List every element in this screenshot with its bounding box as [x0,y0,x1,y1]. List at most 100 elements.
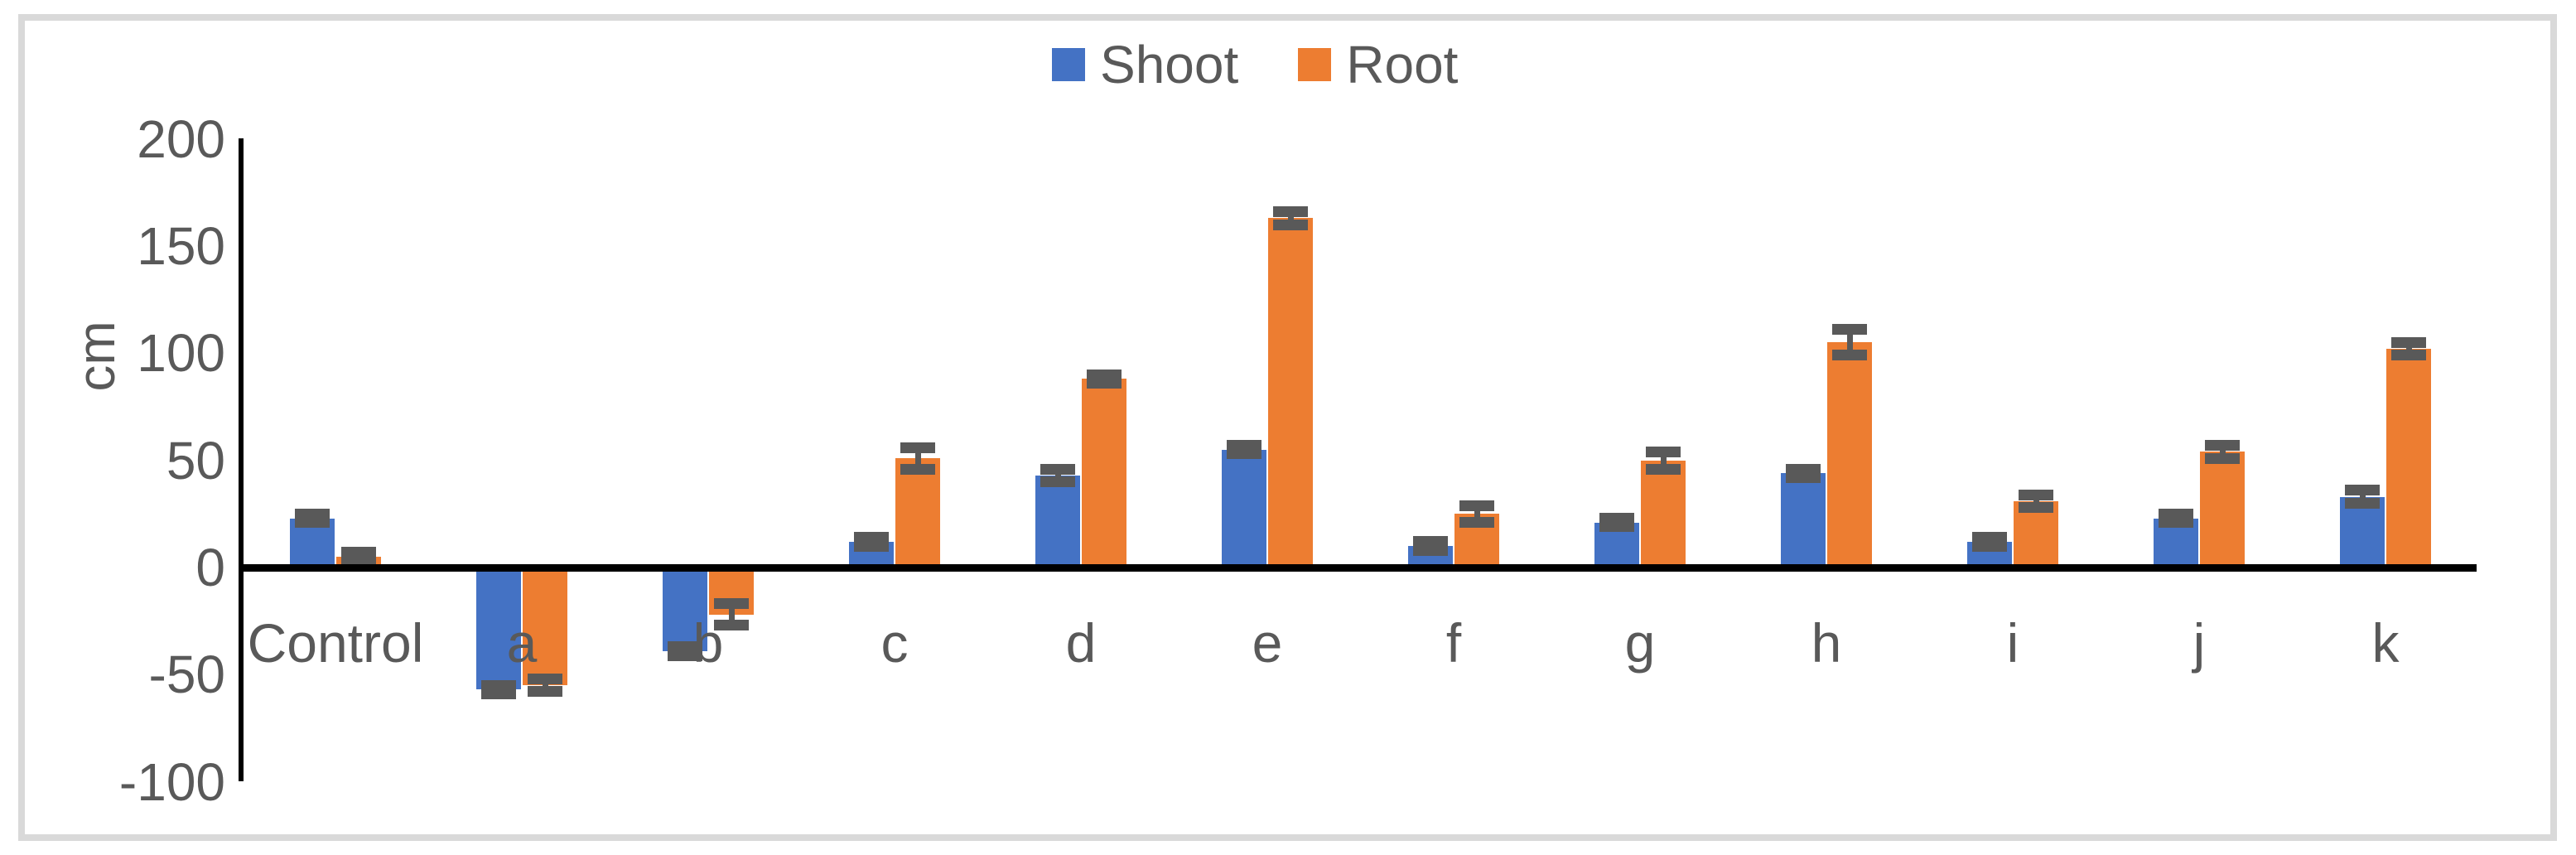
error-bar-cap [341,555,376,567]
error-bar-cap [2391,350,2426,361]
error-bar-cap [854,532,889,543]
bar-shoot-b [663,568,707,651]
error-bar-root-j [2219,445,2226,459]
error-bar-cap [2345,497,2380,509]
bar-shoot-a [476,568,521,690]
legend: Shoot Root [1052,38,1458,91]
x-category-label-b: b [692,612,724,674]
error-bar-cap [2205,440,2240,452]
error-bar-cap [2019,502,2053,514]
error-bar-root-e [1287,211,1294,225]
bar-root-k [2386,349,2431,568]
y-tick-label: -50 [148,645,226,705]
x-category-label-g: g [1624,612,1656,674]
error-bar-cap [1273,206,1308,218]
y-tick-label: 0 [195,538,225,597]
error-bar-cap [481,679,516,691]
error-bar-cap [1832,350,1867,361]
bar-shoot-e [1222,449,1266,568]
y-tick-label: 200 [137,109,225,169]
y-axis-line [239,138,244,781]
error-bar-shoot-d [1054,469,1061,482]
error-bar-cap [1972,540,2007,552]
error-bar-cap [295,517,330,529]
error-bar-cap [1087,369,1122,380]
error-bar-cap [1646,446,1681,457]
error-bar-root-h [1846,329,1853,355]
error-bar-cap [528,686,562,698]
error-bar-cap [1459,500,1494,511]
error-bar-cap [714,598,749,610]
error-bar-cap [1087,378,1122,389]
error-bar-cap [714,620,749,631]
x-category-label-c: c [880,612,909,674]
bar-root-c [895,458,940,568]
error-bar-cap [668,650,702,661]
x-category-label-control: Control [247,612,424,674]
error-bar-cap [2345,485,2380,496]
error-bar-cap [668,641,702,653]
shoot-series-swatch-icon [1052,48,1085,81]
error-bar-cap [295,508,330,519]
error-bar-root-i [2033,495,2039,508]
error-bar-cap [2159,517,2193,529]
error-bar-cap [1040,476,1075,488]
error-bar-cap [1972,532,2007,543]
x-category-label-i: i [2006,612,2019,674]
error-bar-shoot-k [2359,490,2366,504]
error-bar-cap [1413,536,1448,548]
bar-root-e [1268,218,1313,568]
legend-item-shoot: Shoot [1052,38,1238,91]
error-bar-root-c [914,447,921,470]
x-category-label-k: k [2371,612,2400,674]
error-bar-root-k [2405,342,2412,355]
error-bar-cap [2159,508,2193,519]
error-bar-cap [1832,324,1867,336]
error-bar-cap [528,673,562,684]
bar-shoot-h [1781,473,1826,568]
error-bar-root-b [728,603,735,626]
error-bar-cap [2391,336,2426,348]
error-bar-cap [341,547,376,558]
error-bar-cap [1413,544,1448,556]
legend-label-root: Root [1346,35,1459,94]
error-bar-root-g [1660,452,1667,470]
error-bar-cap [900,463,935,475]
x-category-label-h: h [1811,612,1842,674]
error-bar-cap [1786,471,1821,483]
error-bar-cap [1786,463,1821,475]
bar-root-a [523,568,567,686]
bar-root-d [1082,379,1126,568]
error-bar-cap [1040,463,1075,475]
x-category-label-d: d [1065,612,1097,674]
bar-root-j [2200,452,2245,568]
bar-root-g [1641,460,1686,568]
error-bar-root-a [542,679,548,692]
x-axis-line [239,564,2477,572]
legend-item-root: Root [1298,38,1458,91]
x-category-label-f: f [1445,612,1462,674]
error-bar-cap [1599,513,1634,524]
error-bar-cap [1599,521,1634,533]
root-series-swatch-icon [1298,48,1332,81]
error-bar-cap [1646,463,1681,475]
error-bar-root-f [1474,505,1480,523]
error-bar-cap [1273,219,1308,230]
y-tick-label: 50 [166,430,225,490]
y-tick-label: 150 [137,216,225,277]
y-tick-label: 100 [137,323,225,384]
bar-root-h [1827,342,1872,568]
x-category-label-a: a [506,612,538,674]
error-bar-cap [2019,489,2053,500]
x-category-label-e: e [1252,612,1283,674]
legend-label-shoot: Shoot [1100,35,1239,94]
error-bar-cap [1459,517,1494,529]
error-bar-cap [2205,452,2240,464]
error-bar-cap [900,442,935,453]
error-bar-cap [481,688,516,700]
x-category-label-j: j [2192,612,2206,674]
error-bar-cap [1227,440,1261,452]
y-tick-label: -100 [118,751,225,812]
bar-shoot-d [1035,475,1080,568]
error-bar-cap [1227,448,1261,460]
